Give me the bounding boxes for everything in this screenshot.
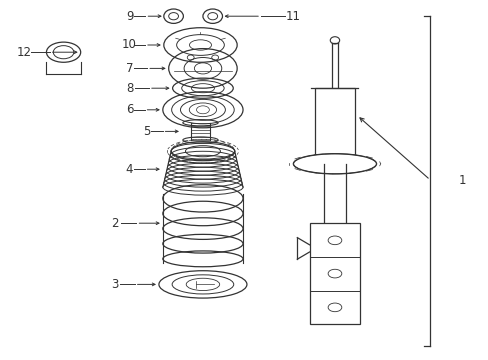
Text: 1: 1: [457, 174, 465, 186]
Text: 5: 5: [142, 125, 150, 138]
Text: 9: 9: [125, 10, 133, 23]
Text: 6: 6: [125, 103, 133, 116]
Text: 4: 4: [125, 163, 133, 176]
Text: 2: 2: [111, 217, 119, 230]
Text: 10: 10: [122, 39, 137, 51]
Text: 12: 12: [17, 46, 32, 59]
Text: 8: 8: [125, 82, 133, 95]
FancyBboxPatch shape: [315, 88, 354, 164]
Text: 11: 11: [285, 10, 300, 23]
Ellipse shape: [293, 154, 376, 174]
Text: 7: 7: [125, 62, 133, 75]
Text: 3: 3: [111, 278, 119, 291]
FancyBboxPatch shape: [309, 223, 360, 324]
